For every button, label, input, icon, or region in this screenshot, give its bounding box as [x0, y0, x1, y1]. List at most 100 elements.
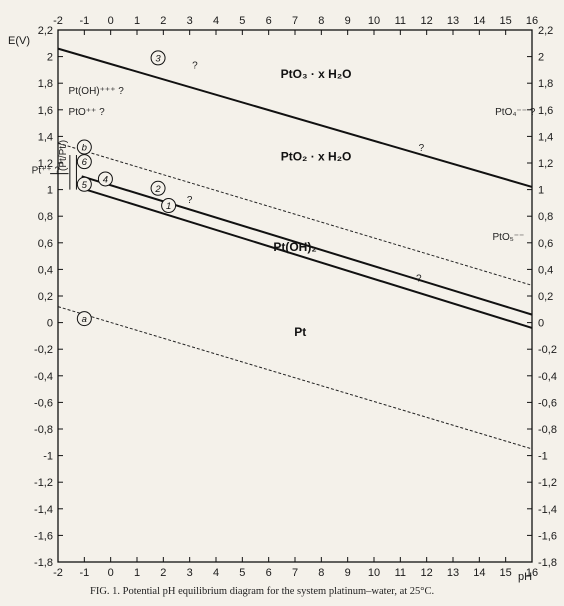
y-tick-label-left: 0,8 — [38, 211, 53, 223]
y-tick-label-right: -1,8 — [538, 557, 557, 569]
x-tick-label-top: 1 — [134, 15, 140, 27]
dashed-line-b — [57, 142, 533, 286]
x-tick-label-bottom: 0 — [108, 567, 114, 579]
y-tick-label-right: -0,8 — [538, 424, 557, 436]
x-tick-label-bottom: 14 — [473, 567, 485, 579]
figure-caption: FIG. 1. Potential pH equilibrium diagram… — [90, 586, 434, 597]
x-tick-label-top: 16 — [526, 15, 538, 27]
label-circle — [150, 180, 166, 196]
x-tick-label-bottom: -1 — [79, 567, 89, 579]
y-tick-label-left: 2 — [47, 52, 53, 64]
x-tick-label-top: 9 — [345, 15, 351, 27]
question-mark: ? — [192, 61, 198, 72]
x-tick-label-top: 5 — [239, 15, 245, 27]
y-tick-label-left: 1,4 — [38, 131, 53, 143]
x-tick-label-bottom: 6 — [266, 567, 272, 579]
x-tick-label-top: 2 — [160, 15, 166, 27]
x-tick-label-bottom: 16 — [526, 567, 538, 579]
x-tick-label-top: 14 — [473, 15, 485, 27]
label-circle — [150, 50, 166, 66]
solid-line-3 — [57, 47, 533, 188]
y-axis-left-ticks: 2,2 2 1,8 1,6 1,4 1,2 1 0,8 0,6 0,4 0,2 0 -0,2 -0,4 -0… — [34, 25, 63, 569]
region-label: Pt — [294, 325, 306, 339]
y-tick-label-left: 2,2 — [38, 25, 53, 37]
y-tick-label-left: 0,6 — [38, 238, 53, 250]
circled-label-text: 5 — [82, 180, 88, 191]
y-tick-label-right: 0 — [538, 318, 544, 330]
y-tick-label-left: 0,4 — [38, 264, 53, 276]
x-tick-label-bottom: 3 — [187, 567, 193, 579]
y-tick-label-right: 1,2 — [538, 158, 553, 170]
y-tick-label-left: -0,8 — [34, 424, 53, 436]
x-tick-label-bottom: 2 — [160, 567, 166, 579]
dashed-line-a — [57, 306, 533, 450]
y-tick-label-left: -1 — [43, 451, 53, 463]
y-tick-label-right: -0,6 — [538, 397, 557, 409]
y-tick-label-left: 1,2 — [38, 158, 53, 170]
x-tick-label-top: 3 — [187, 15, 193, 27]
plot-border — [57, 29, 533, 563]
species-label: Pt⁺⁺ ? — [32, 166, 61, 177]
y-axis-right-ticks: 2,2 2 1,8 1,6 1,4 1,2 1 0,8 0,6 0,4 0,2 0 -0,2 -0,4 -0… — [527, 25, 557, 569]
x-axis-bottom-ticks: -2 -1 0 1 2 3 4 5 6 7 8 9 10 11 12 13 14 15 16 — [53, 557, 538, 579]
y-tick-label-right: 1,6 — [538, 105, 553, 117]
y-axis-title: E(V) — [8, 35, 30, 47]
label-circle — [76, 154, 92, 170]
question-mark: ? — [416, 273, 422, 284]
x-tick-label-top: 6 — [266, 15, 272, 27]
species-label: PtO₅⁻⁻ — [493, 232, 525, 243]
region-label: PtO₃ · x H₂O — [281, 67, 352, 81]
y-tick-label-left: -1,4 — [34, 504, 53, 516]
circled-label-text: 1 — [166, 201, 171, 212]
y-tick-label-left: 1,6 — [38, 105, 53, 117]
y-tick-label-right: 0,6 — [538, 238, 553, 250]
y-tick-label-left: -1,2 — [34, 477, 53, 489]
y-tick-label-left: 1,8 — [38, 78, 53, 90]
solid-line-4 — [81, 175, 533, 316]
x-tick-label-bottom: 4 — [213, 567, 219, 579]
y-tick-label-left: -0,6 — [34, 397, 53, 409]
x-tick-label-bottom: 7 — [292, 567, 298, 579]
circled-label-5: 5 — [76, 176, 92, 192]
x-tick-label-top: 4 — [213, 15, 219, 27]
circled-label-4: 4 — [97, 171, 113, 187]
circled-label-1: 1 — [161, 198, 177, 214]
x-tick-label-top: 13 — [447, 15, 459, 27]
x-tick-label-top: 7 — [292, 15, 298, 27]
y-tick-label-right: 0,8 — [538, 211, 553, 223]
x-tick-label-bottom: -2 — [53, 567, 63, 579]
diagram-labels: PtO₃ · x H₂O PtO₂ · x H₂O Pt(OH)₂ Pt Pt(OH)⁺… — [32, 50, 536, 339]
x-tick-label-top: 12 — [421, 15, 433, 27]
solid-line-1 — [81, 187, 533, 329]
y-tick-label-right: 2 — [538, 52, 544, 64]
boundary-stub-label: (Pt/Pt/) — [58, 140, 69, 171]
x-tick-label-top: -2 — [53, 15, 63, 27]
circled-label-2: 2 — [150, 180, 166, 196]
y-tick-label-right: 0,2 — [538, 291, 553, 303]
circled-label-text: b — [82, 143, 87, 154]
x-tick-label-top: -1 — [79, 15, 89, 27]
label-circle — [76, 139, 92, 155]
y-tick-label-right: -0,4 — [538, 371, 557, 383]
question-mark: ? — [187, 195, 193, 206]
y-tick-label-right: -1,4 — [538, 504, 557, 516]
x-tick-label-bottom: 11 — [395, 567, 406, 579]
y-tick-label-right: 1 — [538, 185, 544, 197]
region-label: Pt(OH)₂ — [273, 240, 316, 254]
x-tick-label-top: 8 — [318, 15, 324, 27]
x-tick-label-bottom: 5 — [239, 567, 245, 579]
circled-label-text: 2 — [154, 184, 161, 195]
circled-label-6: 6 — [76, 154, 92, 170]
y-tick-label-right: 1,4 — [538, 131, 553, 143]
species-label: PtO₄⁻⁻ ? — [495, 107, 536, 118]
plot-frame — [57, 29, 533, 563]
circled-label-text: 3 — [155, 53, 161, 64]
x-axis-top-ticks: -2 -1 0 1 2 3 4 5 6 7 8 9 10 11 12 13 14 15 16 — [53, 15, 538, 35]
y-tick-label-left: -1,8 — [34, 557, 53, 569]
x-tick-label-top: 0 — [108, 15, 114, 27]
region-label: PtO₂ · x H₂O — [281, 149, 352, 163]
y-tick-label-left: -0,2 — [34, 344, 53, 356]
y-tick-label-left: 0 — [47, 318, 53, 330]
y-tick-label-right: -1,2 — [538, 477, 557, 489]
